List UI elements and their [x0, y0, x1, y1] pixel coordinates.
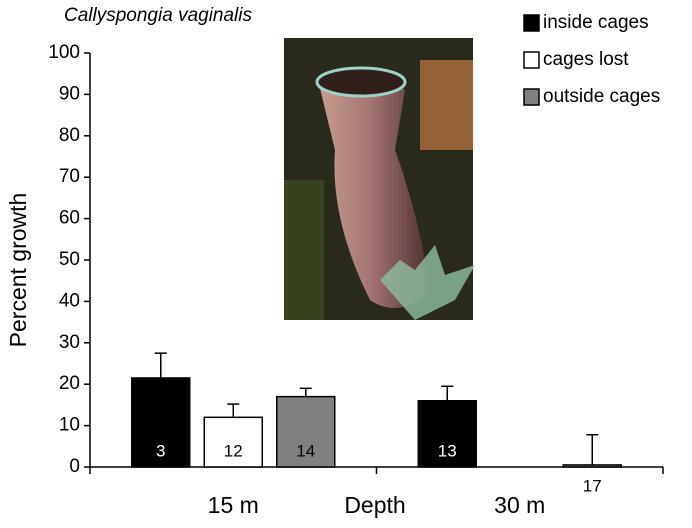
legend-label: inside cages — [543, 12, 649, 33]
chart-title: Callyspongia vaginalis — [64, 5, 252, 26]
legend-swatch — [523, 88, 540, 106]
y-tick-label: 10 — [59, 415, 80, 436]
bar — [131, 377, 191, 468]
x-axis-label: Depth — [344, 492, 405, 518]
y-tick-label: 80 — [59, 125, 80, 146]
x-tick-label: 15 m — [208, 492, 259, 518]
legend-swatch — [523, 51, 540, 69]
bar — [562, 464, 622, 468]
y-tick-label: 0 — [69, 456, 80, 477]
y-tick-label: 100 — [48, 42, 80, 63]
sample-size-label: 3 — [156, 441, 165, 460]
y-tick-label: 30 — [59, 332, 80, 353]
y-tick-label: 20 — [59, 373, 80, 394]
y-tick-label: 50 — [59, 249, 80, 270]
bar — [417, 400, 477, 468]
sponge-photo — [284, 38, 475, 320]
y-tick-label: 90 — [59, 83, 80, 104]
sample-size-label: 13 — [438, 441, 457, 460]
sample-size-label: 12 — [224, 441, 243, 460]
legend-swatch — [523, 14, 540, 32]
bar — [276, 395, 336, 468]
y-axis-label: Percent growth — [5, 193, 31, 348]
y-tick-label: 40 — [59, 290, 80, 311]
x-tick-label: 30 m — [494, 492, 545, 518]
sample-size-label: 17 — [583, 476, 602, 495]
legend-label: cages lost — [543, 49, 629, 70]
y-tick-label: 60 — [59, 208, 80, 229]
sample-size-label: 14 — [296, 441, 315, 460]
legend-label: outside cages — [543, 86, 660, 107]
bar — [203, 416, 263, 468]
y-tick-label: 70 — [59, 166, 80, 187]
